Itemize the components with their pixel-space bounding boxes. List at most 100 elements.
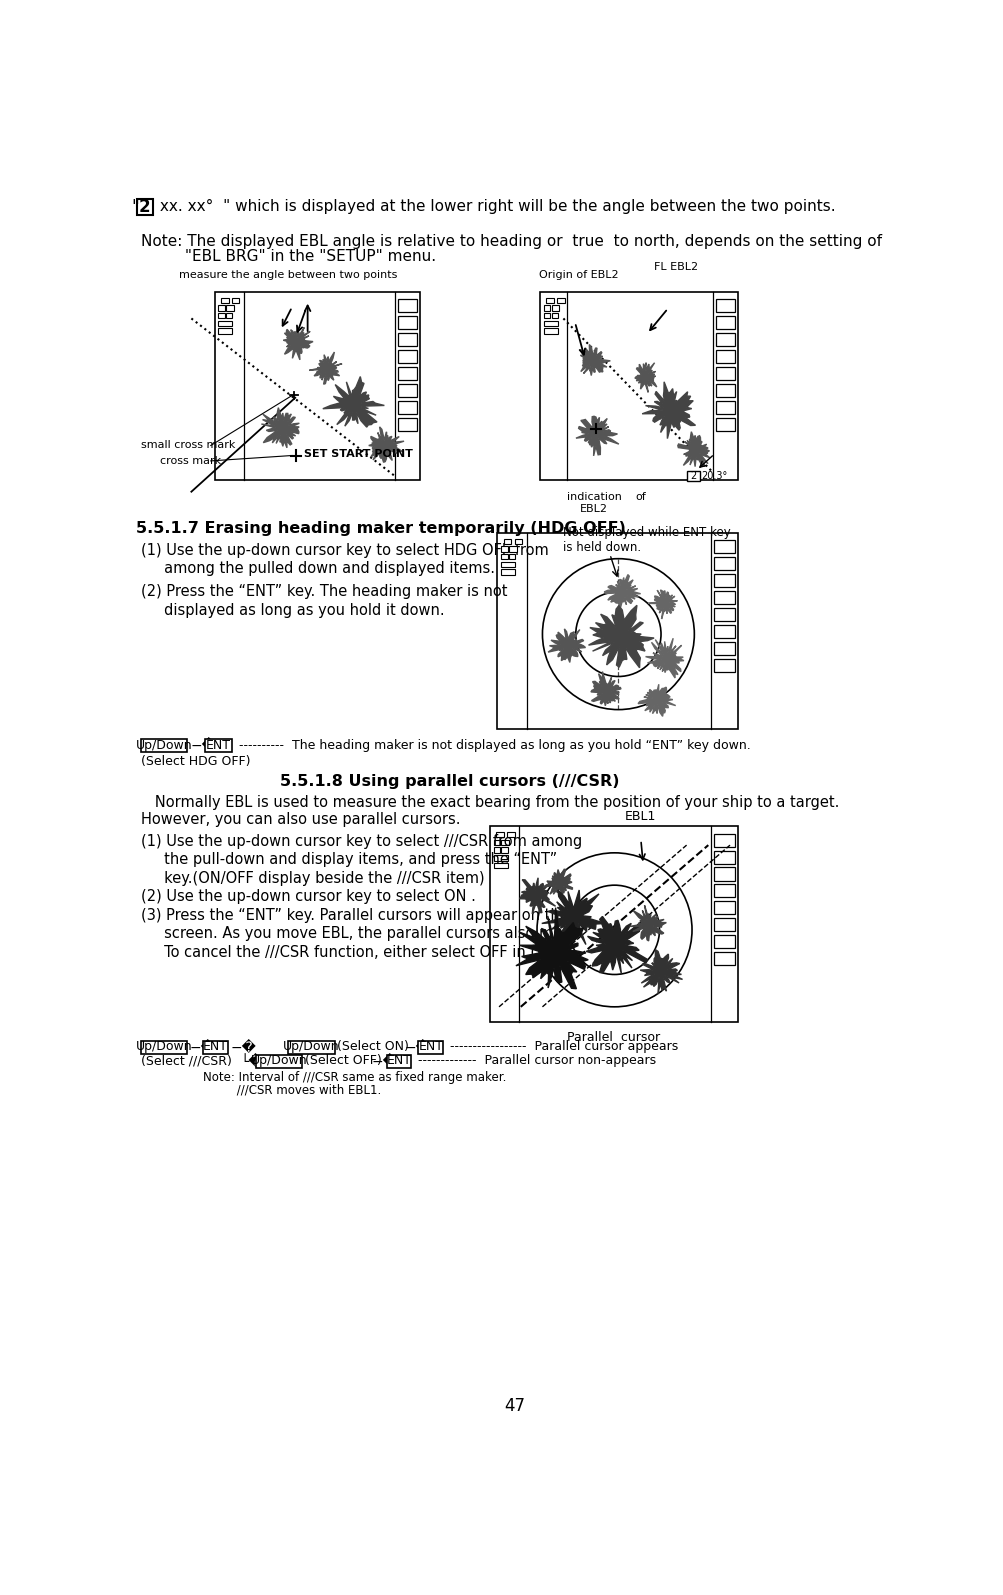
Bar — [226, 305, 234, 311]
Text: (2) Press the “ENT” key. The heading maker is not: (2) Press the “ENT” key. The heading mak… — [140, 584, 507, 600]
Text: Up/Down: Up/Down — [135, 738, 193, 751]
Bar — [140, 1040, 188, 1054]
Polygon shape — [519, 877, 555, 914]
Bar — [713, 834, 734, 847]
Polygon shape — [548, 628, 585, 662]
Bar — [713, 901, 734, 914]
Bar — [232, 298, 239, 303]
Bar — [715, 384, 734, 397]
Bar — [398, 384, 416, 397]
Bar — [398, 418, 416, 431]
Text: (Select HDG OFF): (Select HDG OFF) — [140, 756, 251, 769]
Text: among the pulled down and displayed items.: among the pulled down and displayed item… — [140, 561, 494, 576]
Polygon shape — [323, 376, 384, 427]
Text: SET START POINT: SET START POINT — [304, 448, 412, 459]
Bar — [221, 298, 229, 303]
Text: ENT: ENT — [418, 1040, 443, 1053]
Bar — [713, 608, 734, 620]
Bar — [219, 313, 225, 319]
Text: −�: −� — [230, 1040, 256, 1054]
Text: 5.5.1.7 Erasing heading maker temporarily (HDG OFF): 5.5.1.7 Erasing heading maker temporaril… — [136, 522, 626, 536]
Bar — [500, 569, 515, 574]
Text: ----------  The heading maker is not displayed as long as you hold “ENT” key dow: ---------- The heading maker is not disp… — [235, 738, 750, 751]
Bar — [713, 850, 734, 863]
Bar — [497, 533, 737, 729]
Bar — [219, 321, 233, 325]
Bar — [713, 625, 734, 638]
Polygon shape — [261, 408, 299, 448]
Polygon shape — [516, 908, 588, 989]
Bar — [140, 738, 188, 751]
Polygon shape — [580, 345, 610, 375]
Bar — [715, 300, 734, 313]
Text: (1) Use the up-down cursor key to select ///CSR from among: (1) Use the up-down cursor key to select… — [140, 834, 582, 849]
Bar — [398, 333, 416, 346]
Polygon shape — [309, 352, 342, 384]
Polygon shape — [638, 684, 675, 716]
Bar — [500, 847, 508, 853]
Text: −�: −� — [371, 1054, 397, 1067]
Text: Up/Down: Up/Down — [251, 1054, 307, 1067]
Bar — [713, 541, 734, 553]
Bar — [215, 292, 419, 480]
Bar — [495, 833, 504, 837]
Bar — [713, 935, 734, 949]
Text: displayed as long as you hold it down.: displayed as long as you hold it down. — [140, 603, 444, 617]
Polygon shape — [586, 917, 647, 973]
Text: −�: −� — [404, 1040, 430, 1054]
Bar — [713, 557, 734, 571]
Text: Not displayed while ENT key
is held down.: Not displayed while ENT key is held down… — [563, 526, 730, 555]
Bar — [715, 367, 734, 380]
Bar — [288, 1040, 334, 1054]
Bar — [544, 313, 550, 319]
Text: small cross mark: small cross mark — [140, 440, 235, 450]
Bar — [398, 349, 416, 364]
Bar — [500, 553, 508, 560]
Text: (1) Use the up-down cursor key to select HDG OFF from: (1) Use the up-down cursor key to select… — [140, 542, 549, 558]
Text: FL EBL2: FL EBL2 — [653, 262, 697, 273]
Bar — [256, 1054, 302, 1067]
Polygon shape — [629, 906, 666, 941]
Polygon shape — [576, 416, 618, 456]
Bar — [509, 547, 517, 552]
Polygon shape — [543, 869, 572, 896]
Text: indication: indication — [567, 493, 621, 502]
Text: ///CSR moves with EBL1.: ///CSR moves with EBL1. — [203, 1083, 381, 1096]
Text: EBL1: EBL1 — [625, 810, 656, 823]
Text: 47: 47 — [504, 1397, 525, 1415]
Bar — [713, 592, 734, 605]
Bar — [713, 919, 734, 931]
Polygon shape — [648, 590, 677, 619]
Bar — [544, 329, 558, 333]
Polygon shape — [677, 432, 709, 467]
Bar — [219, 329, 233, 333]
Text: (Select ///CSR): (Select ///CSR) — [140, 1054, 232, 1067]
Text: 5.5.1.8 Using parallel cursors (///CSR): 5.5.1.8 Using parallel cursors (///CSR) — [280, 774, 620, 788]
Polygon shape — [604, 574, 640, 611]
Bar — [493, 863, 508, 868]
Bar — [398, 367, 416, 380]
Text: -----------------  Parallel cursor appears: ----------------- Parallel cursor appear… — [445, 1040, 677, 1053]
Polygon shape — [542, 890, 605, 944]
Bar — [687, 471, 699, 482]
Bar — [544, 321, 558, 325]
Bar — [386, 1054, 411, 1067]
Bar — [219, 305, 225, 311]
Bar — [552, 305, 559, 311]
Bar — [203, 1040, 228, 1054]
Bar — [398, 400, 416, 415]
Bar — [500, 839, 509, 845]
Bar — [715, 316, 734, 329]
Polygon shape — [368, 427, 403, 463]
Bar — [418, 1040, 442, 1054]
Text: xx. xx°  " which is displayed at the lower right will be the angle between the t: xx. xx° " which is displayed at the lowe… — [154, 199, 834, 214]
Bar — [557, 298, 565, 303]
Bar — [507, 833, 515, 837]
Text: Origin of EBL2: Origin of EBL2 — [539, 270, 618, 281]
Bar — [509, 553, 515, 560]
Text: the pull-down and display items, and press the “ENT”: the pull-down and display items, and pre… — [140, 852, 557, 868]
Text: screen. As you move EBL, the parallel cursors also move.: screen. As you move EBL, the parallel cu… — [140, 927, 584, 941]
Text: ENT: ENT — [206, 738, 231, 751]
Text: 20.3°: 20.3° — [701, 471, 727, 480]
Text: ": " — [131, 198, 139, 215]
